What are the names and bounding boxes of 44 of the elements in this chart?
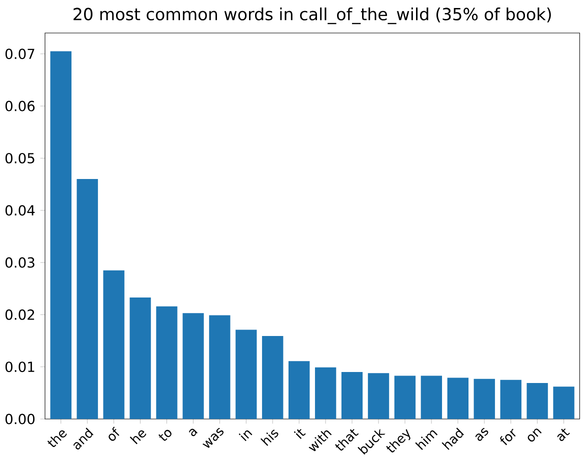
x-tick-label: of — [108, 426, 120, 441]
bar — [50, 51, 72, 419]
x-tick-label: in — [238, 430, 252, 442]
x-tick-label: for — [500, 428, 516, 446]
bar — [182, 313, 204, 419]
y-tick-label: 0.00 — [5, 414, 35, 424]
bar — [341, 372, 363, 419]
x-tick-label: on — [528, 428, 542, 442]
bar — [262, 336, 284, 419]
bar — [553, 386, 574, 419]
x-tick-label: he — [130, 430, 146, 444]
bar — [76, 179, 98, 419]
bar — [103, 270, 124, 419]
x-tick-label: the — [47, 430, 67, 448]
bar — [394, 376, 416, 419]
bar — [368, 373, 390, 419]
bar — [130, 297, 151, 419]
x-tick-label: his — [260, 430, 278, 446]
x-tick-label: it — [294, 429, 306, 439]
y-tick-label: 0.07 — [5, 48, 34, 60]
x-tick-label: him — [415, 430, 438, 450]
y-tick-label: 0.06 — [5, 100, 35, 112]
y-tick-label: 0.04 — [5, 205, 35, 216]
x-tick-label: a — [188, 428, 198, 436]
y-tick-label: 0.05 — [5, 152, 34, 164]
x-tick-label: at — [557, 428, 570, 442]
bar — [236, 330, 257, 419]
bar — [156, 306, 178, 419]
y-tick-label: 0.03 — [5, 257, 34, 268]
bar — [288, 361, 310, 419]
bar — [526, 383, 548, 419]
bar — [447, 378, 468, 419]
chart-title: 20 most common words in call_of_the_wild (35% of book) — [74, 8, 551, 24]
x-tick-label: was — [202, 428, 224, 448]
x-tick-label: to — [158, 430, 172, 441]
x-tick-label: with — [308, 430, 332, 452]
y-tick-label: 0.02 — [5, 309, 34, 320]
y-tick-label: 0.01 — [5, 362, 34, 372]
bar — [209, 315, 230, 419]
bar — [420, 376, 442, 419]
bar — [474, 378, 495, 419]
bar — [314, 367, 336, 419]
bar — [500, 380, 522, 419]
x-tick-label: as — [475, 428, 488, 441]
